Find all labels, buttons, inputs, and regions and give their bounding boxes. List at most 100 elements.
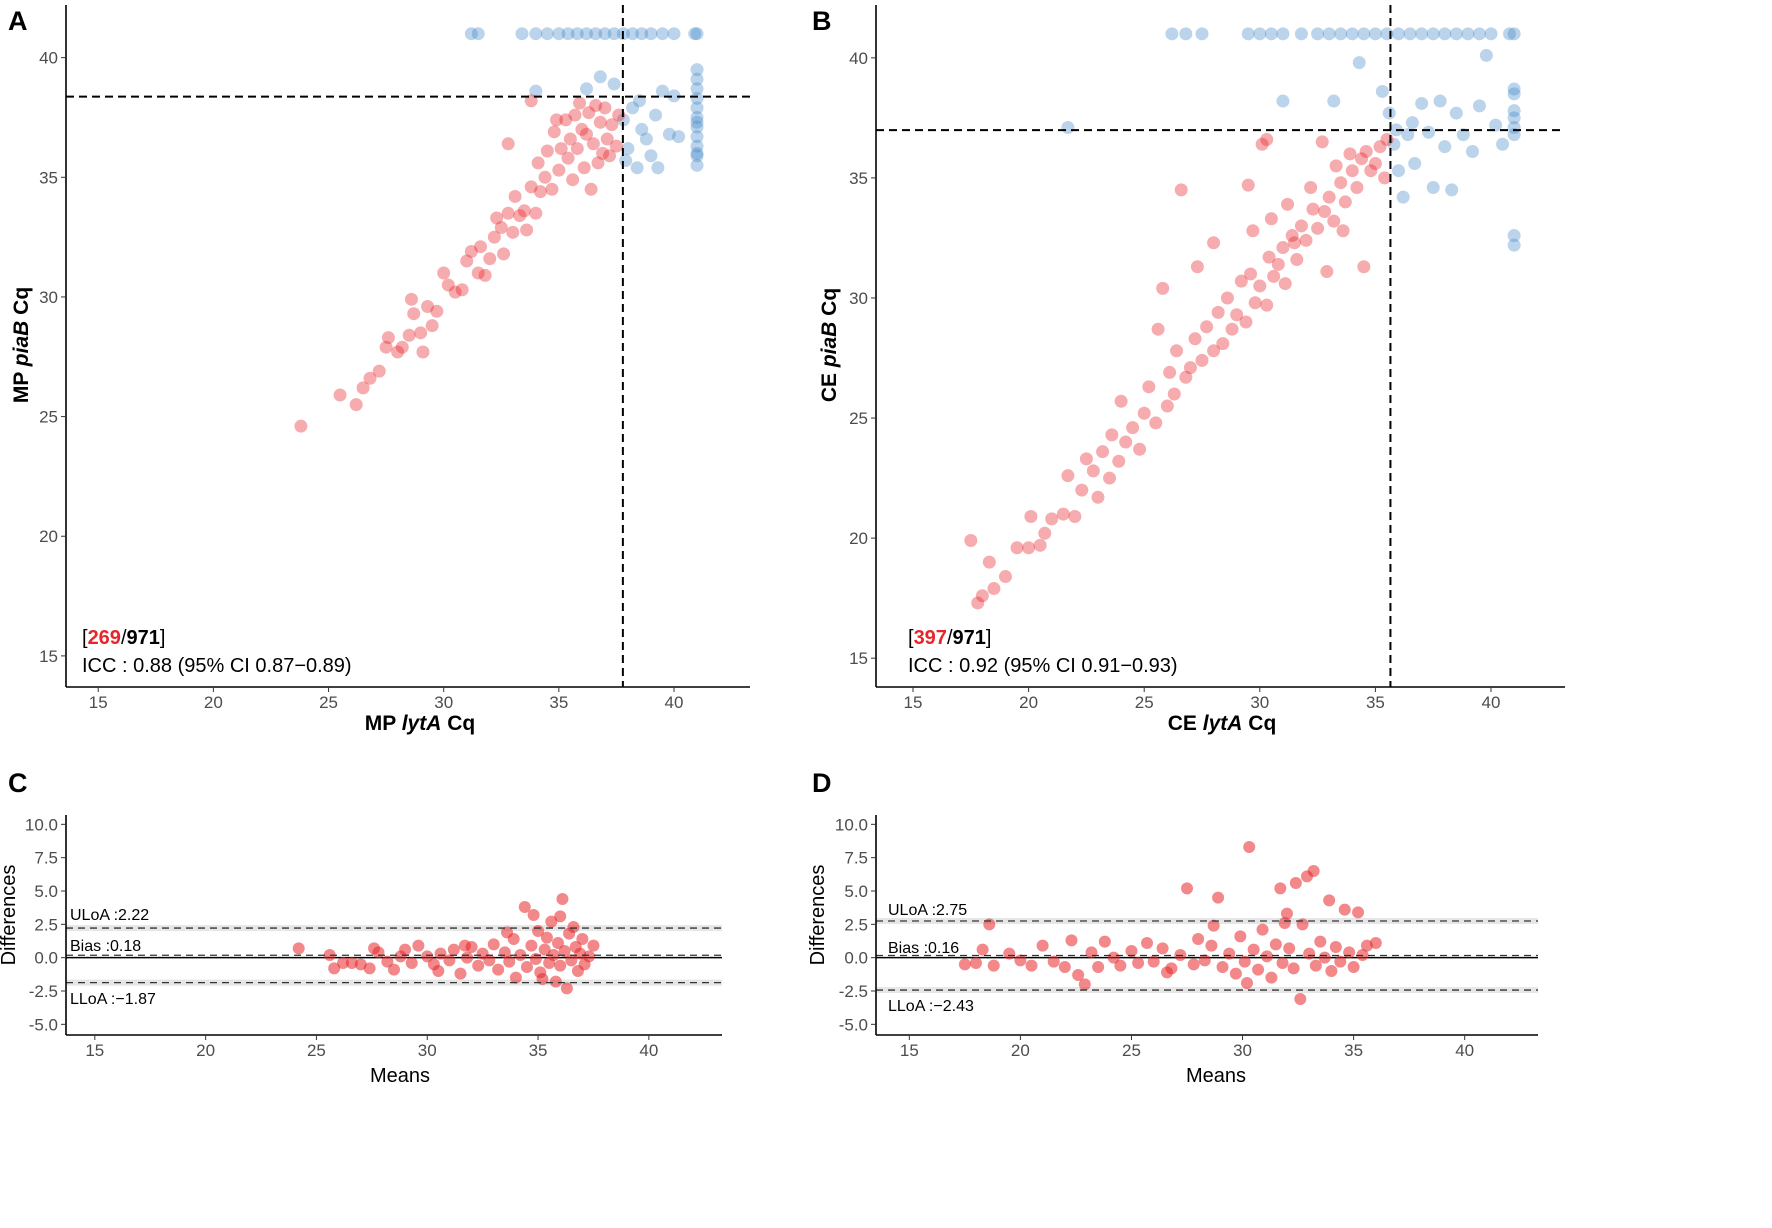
panel-a-positive-point <box>570 142 584 156</box>
panel-d-point <box>1243 841 1256 853</box>
panel-b-positive-point <box>1142 380 1156 394</box>
panel-a-positive-point <box>381 331 395 345</box>
panel-b-negative-point <box>1380 27 1394 41</box>
panel-b-positive-point <box>1211 305 1225 319</box>
panel-b-positive-point <box>1255 137 1269 151</box>
panel-b-plot: 15 20 25 30 35 40 15 20 25 30 35 40 <box>849 5 1565 712</box>
panel-b-negative-point <box>1241 27 1255 41</box>
panel-a-negative-point <box>690 149 704 163</box>
panel-d-uloa-label: ULoA :2.75 <box>888 902 967 919</box>
panel-a-negative-point <box>607 27 621 41</box>
panel-c-point <box>483 954 496 967</box>
panel-c-point <box>405 957 418 969</box>
panel-c-point <box>525 939 538 952</box>
panel-c-ylabel: Differences <box>0 865 20 966</box>
panel-d-point <box>1314 935 1327 948</box>
panel-b-negative-point <box>1392 27 1406 41</box>
panel-b-positive-point <box>1163 365 1177 379</box>
panel-c-y-tick-label: 2.5 <box>34 915 58 934</box>
panel-a-negative-point <box>690 115 704 129</box>
panel-b-positive-point <box>1119 435 1133 449</box>
panel-c-y-tick-label: -2.5 <box>29 982 58 1001</box>
panel-d-point <box>1347 961 1360 973</box>
panel-b-negative-point <box>1438 27 1452 41</box>
panel-c-point <box>583 950 596 963</box>
panel-b-negative-point <box>1375 84 1389 98</box>
panel-d-x-tick-label: 15 <box>900 1041 919 1060</box>
panel-b-positive-point <box>982 555 996 569</box>
panel-a-positive-point <box>579 127 593 141</box>
panel-b-negative-point <box>1472 27 1486 41</box>
panel-d-point <box>1318 951 1331 964</box>
panel-a-positive-point <box>582 106 596 120</box>
panel-a-positive-point <box>568 108 582 122</box>
panel-d-point <box>1047 955 1060 968</box>
panel-a-positive-point <box>603 149 617 163</box>
panel-b-positive-point <box>1311 221 1325 235</box>
panel-a-negative-point <box>655 27 669 41</box>
panel-c-point <box>399 943 412 956</box>
panel-a-negative-point <box>644 149 658 163</box>
panel-a-negative-point <box>529 84 543 98</box>
panel-a-positive-point <box>577 161 591 175</box>
panel-a-positive-point <box>391 345 405 359</box>
panel-b-positive-point <box>1225 322 1239 336</box>
panel-b-positive-point <box>1264 212 1278 226</box>
panel-d-point <box>1287 962 1300 975</box>
panel-a-positive-point <box>349 398 363 412</box>
panel-b-negative-point <box>1334 27 1348 41</box>
panel-b-y-tick-label: 35 <box>849 169 868 188</box>
panel-d-point <box>1192 933 1205 945</box>
panel-d-point <box>1078 978 1091 991</box>
panel-a-positive-point <box>333 388 347 402</box>
panel-c-point <box>487 938 500 951</box>
panel-b-positive-point <box>1183 361 1197 375</box>
panel-a-negative-point <box>464 27 478 41</box>
panel-b-positive-point <box>1167 387 1181 401</box>
panel-b-negative-point <box>1415 27 1429 41</box>
panel-b-positive-point <box>1170 344 1184 358</box>
panel-d-point <box>1229 967 1242 980</box>
panel-a-positive-point <box>593 115 607 129</box>
panel-c-point <box>567 921 580 933</box>
panel-a-positive-point <box>550 113 564 127</box>
panel-d-x-tick-label: 25 <box>1122 1041 1141 1060</box>
panel-c-point <box>518 901 531 913</box>
panel-b-positive-point <box>1156 281 1170 295</box>
panel-b-positive-point <box>964 534 978 548</box>
panel-a-positive-point <box>605 118 619 132</box>
panel-a-negative-point <box>667 89 681 103</box>
panel-b-x-tick-label: 15 <box>904 693 923 712</box>
panel-b-negative-point <box>1496 137 1510 151</box>
panel-b-positive-point <box>1271 257 1285 271</box>
panel-a-positive-point <box>425 319 439 333</box>
panel-a-positive-point <box>460 254 474 268</box>
panel-d-point <box>1207 919 1220 932</box>
panel-b-count: [397/971] <box>908 627 991 649</box>
panel-letter-d: D <box>812 768 832 798</box>
panel-c-point <box>540 931 553 944</box>
panel-a-y-tick-label: 30 <box>39 288 58 307</box>
panel-d-point <box>1343 946 1356 959</box>
panel-c-y-tick-label: 10.0 <box>25 815 58 834</box>
panel-a-y-tick-label: 40 <box>39 49 58 68</box>
panel-a-positive-point <box>363 371 377 385</box>
panel-b-positive-point <box>1253 279 1267 293</box>
panel-b-negative-point <box>1165 27 1179 41</box>
panel-b-negative-point <box>1503 27 1517 41</box>
panel-b-negative-point <box>1061 120 1075 134</box>
panel-a-negative-point <box>515 27 529 41</box>
panel-a-positive-point <box>494 221 508 235</box>
panel-b-positive-point <box>1038 526 1052 540</box>
panel-b-x-tick-label: 20 <box>1019 693 1038 712</box>
panel-c-x-tick-label: 35 <box>529 1041 548 1060</box>
panel-a-y-tick-label: 25 <box>39 408 58 427</box>
panel-c-point <box>554 910 567 923</box>
panel-b-positive-point <box>1299 233 1313 247</box>
panel-a-x-tick-label: 30 <box>434 693 453 712</box>
panel-d-point <box>1283 942 1296 955</box>
panel-a-x-tick-label: 25 <box>319 693 338 712</box>
panel-c-point <box>587 939 600 952</box>
panel-c-point <box>501 926 514 939</box>
panel-a-y-tick-label: 35 <box>39 168 58 187</box>
